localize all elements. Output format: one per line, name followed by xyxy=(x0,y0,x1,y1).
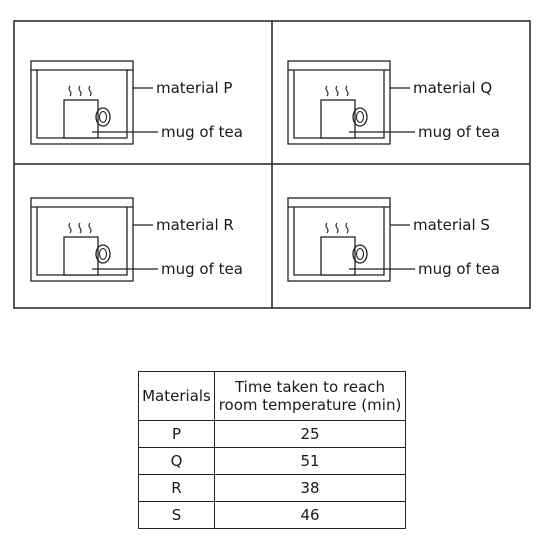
time-cell: 46 xyxy=(214,501,406,529)
material-cell: Q xyxy=(138,447,215,475)
table-row: P 25 xyxy=(138,420,406,448)
results-table: Materials Time taken to reach room tempe… xyxy=(138,371,406,529)
table-row: R 38 xyxy=(138,474,406,502)
material-cell: P xyxy=(138,420,215,448)
material-cell: S xyxy=(138,501,215,529)
time-cell: 25 xyxy=(214,420,406,448)
header-materials: Materials xyxy=(138,371,215,421)
material-label: material R xyxy=(156,216,234,234)
time-cell: 38 xyxy=(214,474,406,502)
table-row: S 46 xyxy=(138,501,406,529)
material-label: material Q xyxy=(413,79,492,97)
panel-material-s: material S mug of tea xyxy=(287,197,500,282)
table-row: Q 51 xyxy=(138,447,406,475)
material-label: material S xyxy=(413,216,490,234)
mug-label: mug of tea xyxy=(161,260,243,278)
header-time-taken: Time taken to reach room temperature (mi… xyxy=(214,371,406,421)
material-cell: R xyxy=(138,474,215,502)
time-cell: 51 xyxy=(214,447,406,475)
steam-icon xyxy=(68,222,92,234)
steam-icon xyxy=(325,85,349,97)
mug-icon xyxy=(63,236,111,276)
header-time-line2: room temperature (min) xyxy=(218,396,402,414)
mug-label: mug of tea xyxy=(161,123,243,141)
experiment-diagram: material P mug of tea material Q mug of … xyxy=(13,20,531,309)
material-label: material P xyxy=(156,79,232,97)
panel-material-p: material P mug of tea xyxy=(30,60,243,145)
table-header-row: Materials Time taken to reach room tempe… xyxy=(138,371,406,421)
mug-label: mug of tea xyxy=(418,260,500,278)
steam-icon xyxy=(325,222,349,234)
mug-label: mug of tea xyxy=(418,123,500,141)
steam-icon xyxy=(68,85,92,97)
panel-material-q: material Q mug of tea xyxy=(287,60,500,145)
panel-material-r: material R mug of tea xyxy=(30,197,243,282)
header-time-line1: Time taken to reach xyxy=(234,378,386,396)
